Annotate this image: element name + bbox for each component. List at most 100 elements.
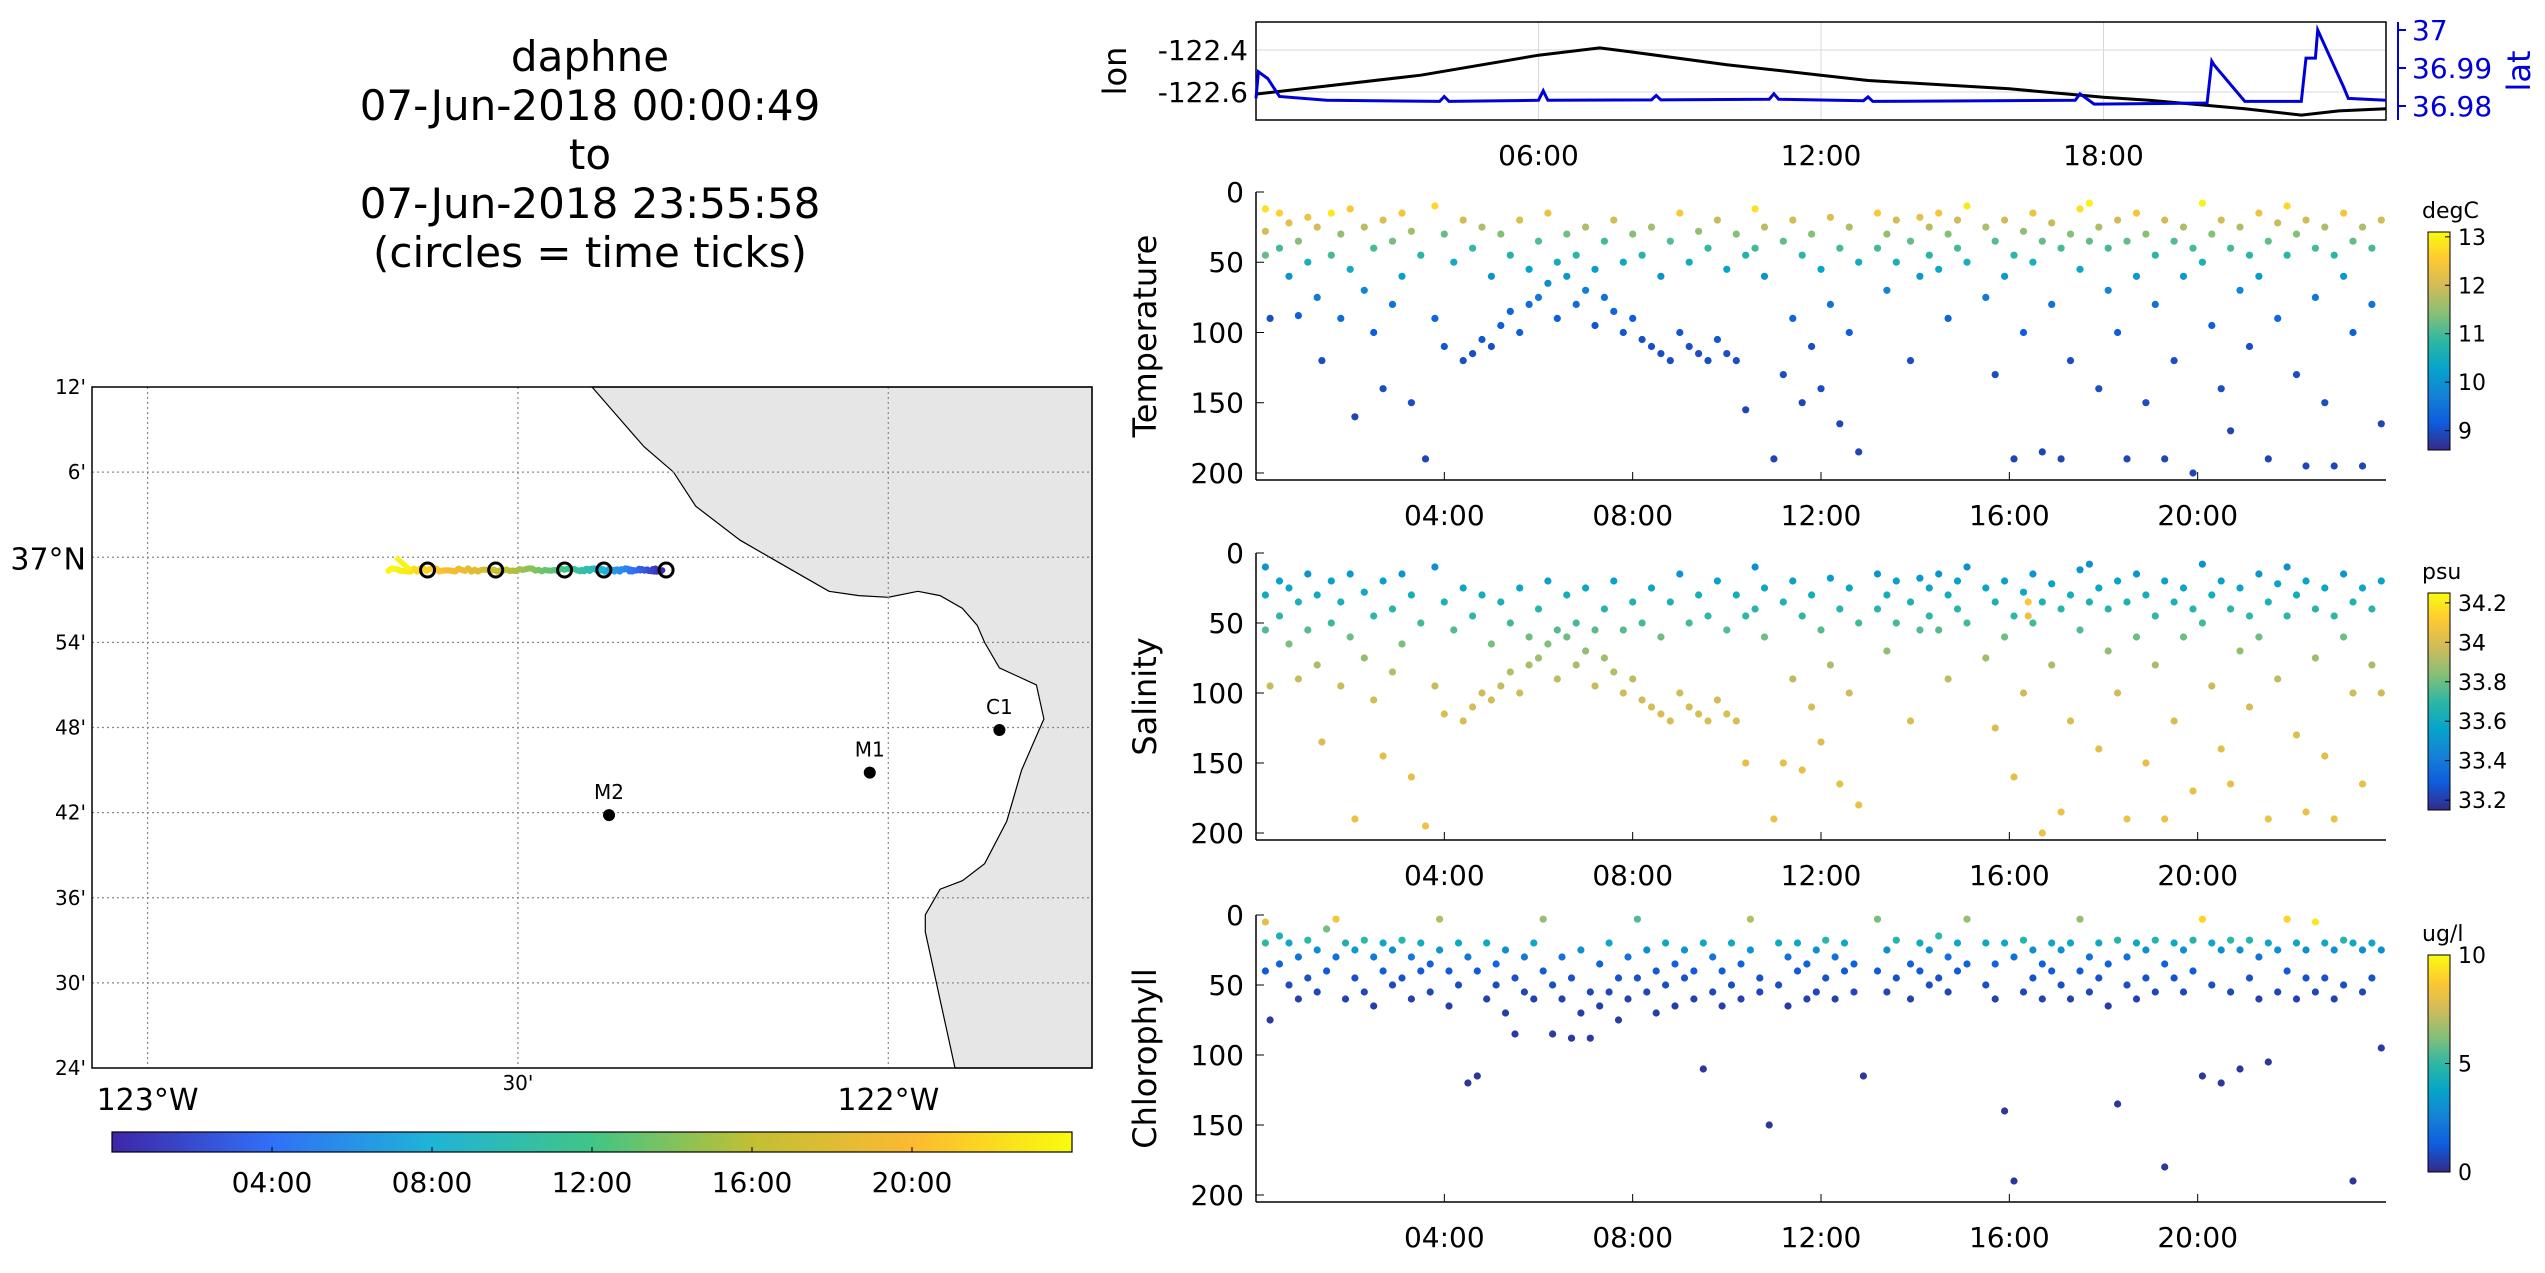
- data-point: [1521, 988, 1528, 995]
- data-point: [1408, 995, 1415, 1002]
- data-point: [2378, 689, 2385, 696]
- data-point: [1511, 1030, 1518, 1037]
- data-point: [1945, 988, 1952, 995]
- data-point: [2180, 273, 2187, 280]
- data-point: [2265, 598, 2272, 605]
- data-point: [1992, 724, 1999, 731]
- data-point: [1992, 238, 1999, 245]
- data-point: [2293, 591, 2300, 598]
- chlorophyll-section: 05010015020004:00 08:00 12:00 16:00 20:00Chl…: [1126, 899, 2486, 1254]
- depth-tick-label: 50: [1208, 246, 1244, 279]
- data-point: [1893, 937, 1900, 944]
- ts-time-tick-label: 06:00: [1498, 139, 1579, 172]
- data-point: [1295, 238, 1302, 245]
- data-point: [1455, 939, 1462, 946]
- data-point: [1747, 946, 1754, 953]
- data-point: [1808, 703, 1815, 710]
- depth-tick-label: 150: [1191, 387, 1244, 420]
- data-point: [2048, 661, 2055, 668]
- data-point: [2189, 967, 2196, 974]
- data-point: [1789, 315, 1796, 322]
- section-ylabel: Temperature: [1126, 235, 1164, 439]
- colorbar-tick-label: 16:00: [712, 1166, 793, 1199]
- data-point: [1992, 598, 1999, 605]
- data-point: [1836, 420, 1843, 427]
- data-point: [2086, 953, 2093, 960]
- colorbar-tick-label: 0: [2458, 1161, 2472, 1186]
- time-tick-label: 08:00: [1592, 1221, 1673, 1254]
- data-point: [1874, 916, 1881, 923]
- colorbar-tick-label: 08:00: [392, 1166, 473, 1199]
- data-point: [1295, 953, 1302, 960]
- data-point: [1832, 953, 1839, 960]
- data-point: [2236, 946, 2243, 953]
- data-point: [2171, 974, 2178, 981]
- data-point: [2123, 981, 2130, 988]
- data-point: [2076, 967, 2083, 974]
- data-point: [1497, 322, 1504, 329]
- colorbar-tick-label: 33.2: [2458, 789, 2507, 814]
- data-point: [1276, 932, 1283, 939]
- data-point: [1657, 710, 1664, 717]
- data-point: [1483, 939, 1490, 946]
- data-point: [1351, 815, 1358, 822]
- data-point: [1342, 995, 1349, 1002]
- data-point: [2001, 633, 2008, 640]
- data-point: [1474, 967, 1481, 974]
- data-point: [1700, 1065, 1707, 1072]
- data-point: [1493, 960, 1500, 967]
- section-ylabel: Chlorophyll: [1126, 968, 1164, 1148]
- data-point: [2246, 703, 2253, 710]
- data-point: [1502, 946, 1509, 953]
- data-point: [1822, 937, 1829, 944]
- data-point: [2255, 570, 2262, 577]
- colorbar-tick-label: 12: [2458, 274, 2486, 299]
- data-point: [2331, 612, 2338, 619]
- data-point: [1469, 703, 1476, 710]
- data-point: [2246, 937, 2253, 944]
- data-point: [1483, 995, 1490, 1002]
- data-point: [1441, 710, 1448, 717]
- data-point: [1526, 266, 1533, 273]
- data-point: [1314, 988, 1321, 995]
- data-point: [2095, 745, 2102, 752]
- data-point: [1380, 752, 1387, 759]
- data-point: [1874, 570, 1881, 577]
- data-point: [2048, 580, 2055, 587]
- data-point: [1926, 252, 1933, 259]
- data-point: [1422, 455, 1429, 462]
- data-point: [2302, 974, 2309, 981]
- data-point: [2086, 988, 2093, 995]
- data-point: [1935, 974, 1942, 981]
- data-point: [1408, 953, 1415, 960]
- depth-tick-label: 50: [1208, 607, 1244, 640]
- data-point: [1817, 626, 1824, 633]
- data-point: [1808, 591, 1815, 598]
- data-point: [1709, 988, 1716, 995]
- data-point: [2340, 981, 2347, 988]
- data-point: [1916, 939, 1923, 946]
- data-point: [2058, 455, 2065, 462]
- data-point: [1304, 937, 1311, 944]
- data-point: [2293, 995, 2300, 1002]
- data-point: [2067, 939, 2074, 946]
- data-point: [2133, 273, 2140, 280]
- ts-time-tick-label: 18:00: [2063, 139, 2144, 172]
- data-point: [1285, 939, 1292, 946]
- data-point: [2227, 780, 2234, 787]
- data-point: [1817, 738, 1824, 745]
- data-point: [2171, 939, 2178, 946]
- depth-tick-label: 100: [1191, 677, 1244, 710]
- data-point: [1361, 937, 1368, 944]
- time-tick-label: 20:00: [2157, 499, 2238, 532]
- data-point: [1954, 577, 1961, 584]
- depth-tick-label: 200: [1191, 817, 1244, 850]
- data-point: [1573, 661, 1580, 668]
- data-point: [1267, 1016, 1274, 1023]
- colorbar-tick-label: 34: [2458, 631, 2486, 656]
- data-point: [2152, 252, 2159, 259]
- data-point: [1799, 766, 1806, 773]
- data-point: [1427, 988, 1434, 995]
- data-point: [1436, 916, 1443, 923]
- lat-axis-label: lat: [2500, 50, 2538, 91]
